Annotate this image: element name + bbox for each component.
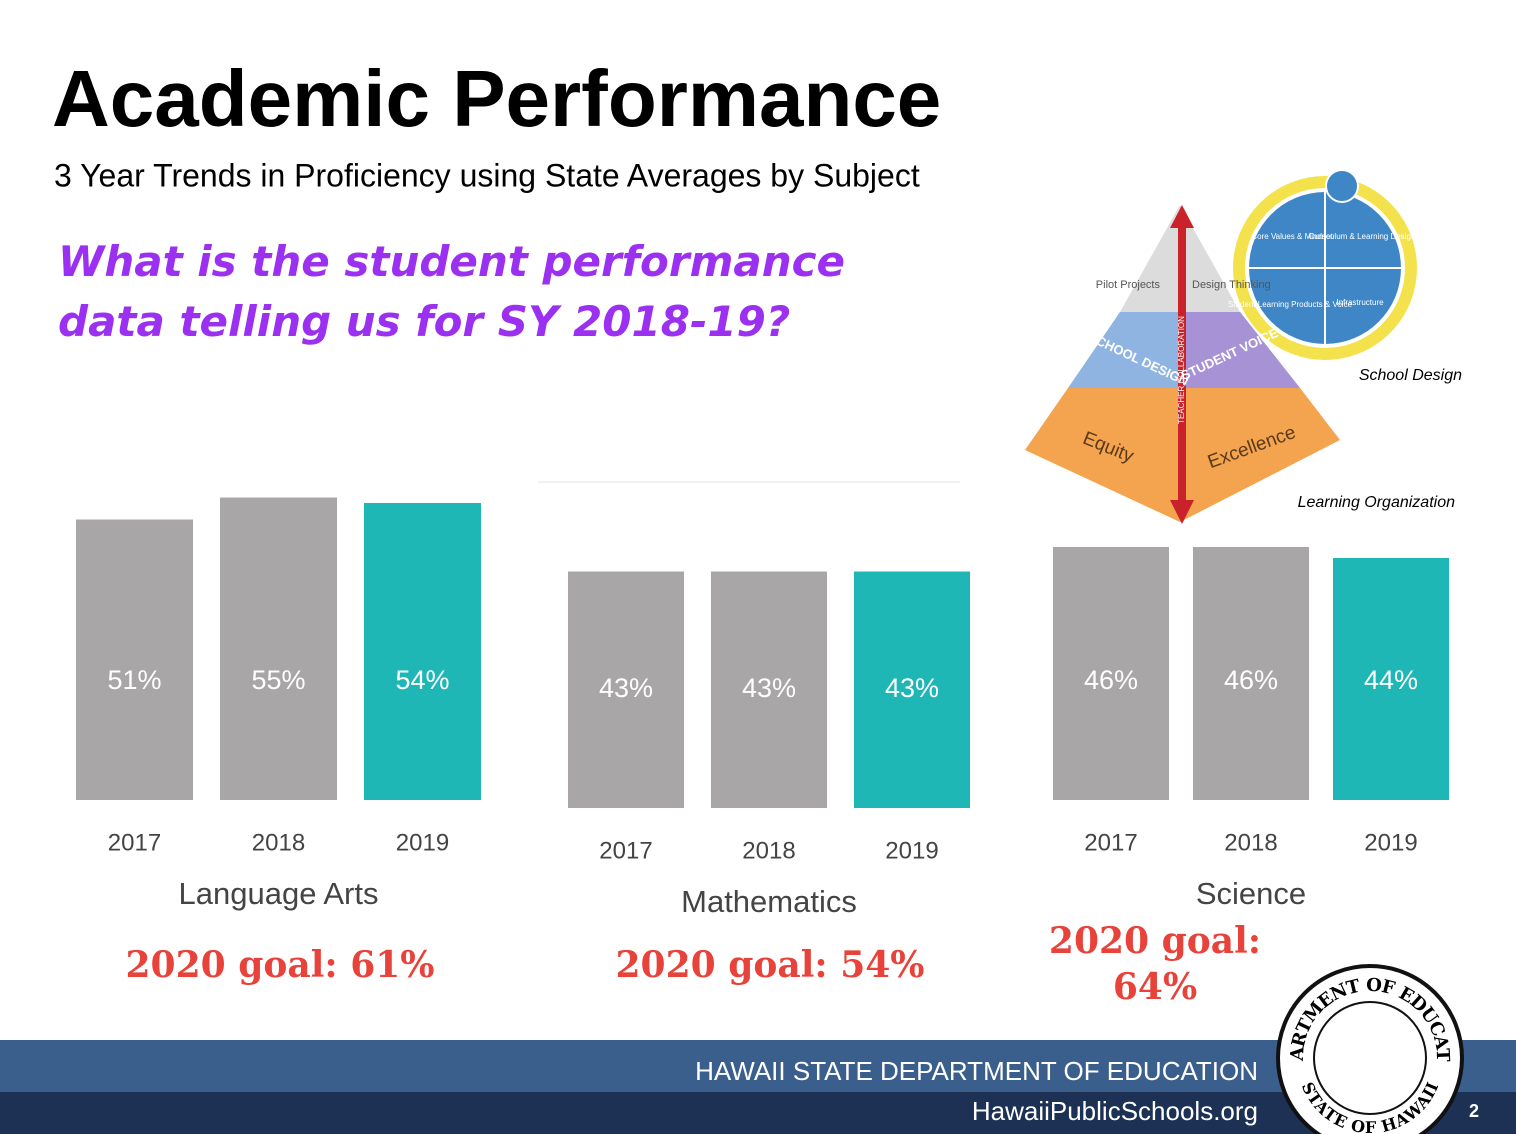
chart-title: Mathematics	[681, 884, 857, 919]
bar	[568, 571, 684, 808]
value-label: 54%	[395, 665, 449, 695]
x-tick-label: 2019	[885, 837, 938, 864]
x-tick-label: 2019	[396, 829, 449, 856]
value-label: 43%	[885, 673, 939, 703]
goal: 2020 goal: 54%	[615, 944, 925, 986]
arrow-head	[1170, 205, 1194, 228]
value-label: 44%	[1364, 665, 1418, 695]
footer-org: HAWAII STATE DEPARTMENT OF EDUCATION	[695, 1056, 1258, 1086]
chart-title: Language Arts	[179, 876, 379, 911]
x-tick-label: 2017	[599, 837, 652, 864]
x-tick-label: 2017	[108, 829, 161, 856]
footer-band	[0, 1040, 1516, 1092]
tier-mid-right	[1180, 312, 1300, 388]
footer-band-dark	[0, 1092, 1516, 1134]
bar	[1053, 547, 1169, 800]
pyramid: Pilot Projects Design Thinking SCHOOL DE…	[1025, 169, 1462, 524]
arrow-head	[1170, 500, 1194, 524]
label: Infrastructure	[1336, 298, 1384, 307]
seal-inner	[1313, 1001, 1427, 1115]
title: Academic Performance	[52, 54, 941, 143]
label: Design Thinking	[1192, 279, 1271, 291]
label: Curriculum & Learning Design	[1309, 232, 1416, 241]
footer-url: HawaiiPublicSchools.org	[972, 1096, 1258, 1126]
value-label: 46%	[1224, 665, 1278, 695]
bar	[364, 503, 481, 800]
bar	[1333, 558, 1449, 800]
value-label: 46%	[1084, 665, 1138, 695]
x-tick-label: 2017	[1084, 829, 1137, 856]
bar	[220, 497, 337, 800]
icon	[1325, 169, 1359, 203]
x-tick-label: 2019	[1364, 829, 1417, 856]
page-number: 2	[1469, 1101, 1479, 1121]
goal: 2020 goal: 61%	[125, 944, 435, 986]
bar	[1193, 547, 1309, 800]
goal: 2020 goal: 64%	[1048, 920, 1262, 1008]
chart-title: Science	[1196, 876, 1306, 911]
caption: School Design	[1359, 367, 1462, 384]
charts: 51% 2017 55% 2018 54% 2019 Language Arts 43% 201…	[76, 497, 1449, 919]
label: Pilot Projects	[1096, 279, 1161, 291]
question-box: What is the student performance data tel…	[58, 237, 845, 346]
value-label: 43%	[742, 673, 796, 703]
caption: Learning Organization	[1298, 494, 1456, 511]
bar	[854, 571, 970, 808]
value-label: 43%	[599, 673, 653, 703]
value-label: 51%	[107, 665, 161, 695]
x-tick-label: 2018	[252, 829, 305, 856]
x-tick-label: 2018	[742, 837, 795, 864]
bar	[76, 519, 193, 800]
label: Student Learning Products & Voice	[1228, 300, 1353, 309]
label: Core Values & Mindset	[1251, 232, 1333, 241]
value-label: 55%	[251, 665, 305, 695]
x-tick-label: 2018	[1224, 829, 1277, 856]
subtitle: 3 Year Trends in Proficiency using State…	[54, 157, 920, 193]
label: TEACHER COLLABORATION	[1177, 316, 1186, 424]
bar	[711, 571, 827, 808]
question: What is the student performance data tel…	[58, 237, 845, 346]
